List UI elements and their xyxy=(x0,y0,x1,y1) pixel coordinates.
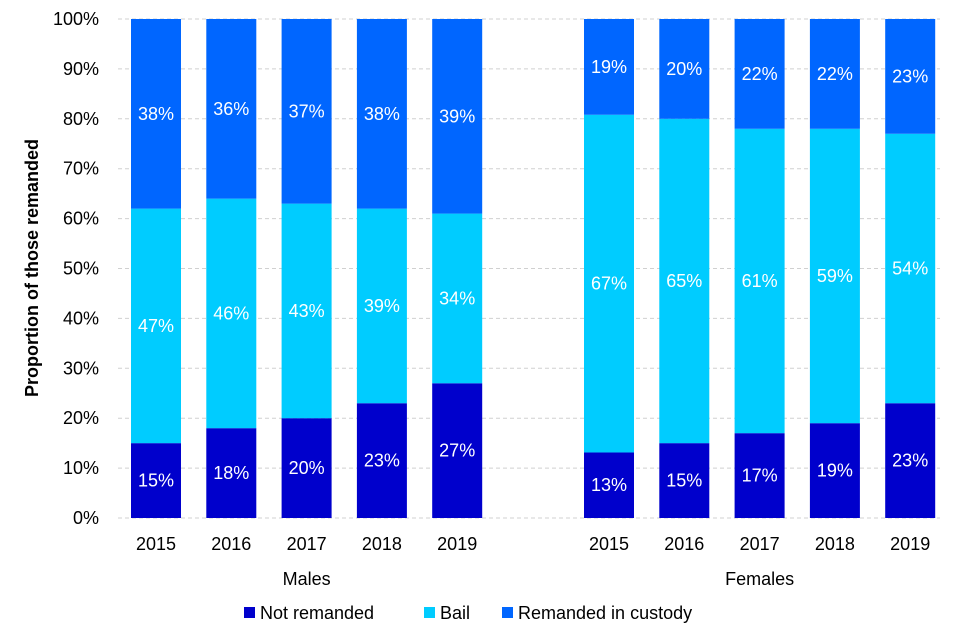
data-label: 39% xyxy=(439,106,475,126)
data-label: 38% xyxy=(138,104,174,124)
legend-swatch-remanded-in-custody xyxy=(502,607,513,618)
x-group-label: Males xyxy=(283,569,331,589)
x-axis-groups: Males Females xyxy=(283,569,795,589)
y-tick-label: 70% xyxy=(63,159,99,179)
data-label: 18% xyxy=(213,463,249,483)
bar-segment-remanded-in-custody xyxy=(584,19,634,115)
bar-segment-not-remanded xyxy=(734,433,785,518)
y-tick-label: 20% xyxy=(63,408,99,428)
data-label: 23% xyxy=(364,451,400,471)
x-category-label: 2018 xyxy=(815,534,855,554)
data-label: 19% xyxy=(817,461,853,481)
data-labels: 15% 47% 38% 18% 46% 36% 20% 43% 37% 23% 39% 38% 27% 3… xyxy=(138,57,928,495)
bar-segment-bail xyxy=(809,128,860,424)
bar-segment-remanded-in-custody xyxy=(885,19,936,134)
data-label: 47% xyxy=(138,316,174,336)
x-category-label: 2019 xyxy=(437,534,477,554)
data-label: 20% xyxy=(666,59,702,79)
data-label: 13% xyxy=(591,475,627,495)
bar-segment-not-remanded xyxy=(584,452,634,518)
data-label: 36% xyxy=(213,99,249,119)
bar-segment-not-remanded xyxy=(131,443,181,518)
data-label: 23% xyxy=(892,66,928,86)
bars xyxy=(131,19,936,518)
bar-segment-not-remanded xyxy=(206,428,257,518)
legend-label: Remanded in custody xyxy=(518,603,692,623)
y-tick-label: 90% xyxy=(63,59,99,79)
x-category-label: 2015 xyxy=(136,534,176,554)
data-label: 61% xyxy=(742,271,778,291)
bar-segment-remanded-in-custody xyxy=(131,19,181,209)
bar-segment-bail xyxy=(131,208,181,444)
x-category-label: 2016 xyxy=(211,534,251,554)
x-group-label: Females xyxy=(725,569,794,589)
bar-segment-bail xyxy=(584,114,634,453)
data-label: 37% xyxy=(289,101,325,121)
data-label: 67% xyxy=(591,274,627,294)
bar-segment-not-remanded xyxy=(809,423,860,518)
legend-label: Not remanded xyxy=(260,603,374,623)
legend-swatch-not-remanded xyxy=(244,607,255,618)
y-tick-label: 100% xyxy=(53,9,99,29)
x-category-label: 2017 xyxy=(740,534,780,554)
bar-segment-not-remanded xyxy=(885,403,936,518)
y-tick-label: 40% xyxy=(63,308,99,328)
data-label: 43% xyxy=(289,301,325,321)
data-label: 39% xyxy=(364,296,400,316)
x-category-label: 2018 xyxy=(362,534,402,554)
bar-segment-bail xyxy=(734,128,785,434)
bar-segment-remanded-in-custody xyxy=(809,19,860,129)
bar-segment-bail xyxy=(659,118,710,444)
legend-swatch-bail xyxy=(424,607,435,618)
bar-segment-remanded-in-custody xyxy=(281,19,332,204)
legend: Not remanded Bail Remanded in custody xyxy=(244,603,692,623)
data-label: 23% xyxy=(892,451,928,471)
bar-segment-remanded-in-custody xyxy=(659,19,710,119)
bar-segment-bail xyxy=(885,133,936,404)
bar-segment-bail xyxy=(356,208,407,404)
data-label: 54% xyxy=(892,259,928,279)
bar-segment-not-remanded xyxy=(432,383,483,518)
bar-segment-remanded-in-custody xyxy=(432,19,483,214)
bar-segment-not-remanded xyxy=(659,443,710,518)
bar-segment-bail xyxy=(432,213,483,384)
x-axis-categories: 2015 2016 2017 2018 2019 2015 2016 2017 2018 2019 xyxy=(136,534,930,554)
y-tick-label: 0% xyxy=(73,508,99,528)
data-label: 15% xyxy=(666,471,702,491)
y-axis-ticks: 0% 10% 20% 30% 40% 50% 60% 70% 80% 90% 100% xyxy=(53,9,99,528)
data-label: 20% xyxy=(289,458,325,478)
x-category-label: 2017 xyxy=(287,534,327,554)
bar-segment-not-remanded xyxy=(281,418,332,518)
x-category-label: 2015 xyxy=(589,534,629,554)
data-label: 17% xyxy=(742,466,778,486)
bar-segment-remanded-in-custody xyxy=(206,19,257,199)
data-label: 59% xyxy=(817,266,853,286)
data-label: 65% xyxy=(666,271,702,291)
legend-label: Bail xyxy=(440,603,470,623)
data-label: 34% xyxy=(439,288,475,308)
x-category-label: 2016 xyxy=(664,534,704,554)
x-category-label: 2019 xyxy=(890,534,930,554)
y-tick-label: 60% xyxy=(63,209,99,229)
y-axis-title: Proportion of those remanded xyxy=(22,139,42,397)
bar-segment-not-remanded xyxy=(356,403,407,518)
bar-segment-remanded-in-custody xyxy=(356,19,407,209)
data-label: 22% xyxy=(817,64,853,84)
data-label: 19% xyxy=(591,57,627,77)
y-tick-label: 10% xyxy=(63,458,99,478)
bar-segment-remanded-in-custody xyxy=(734,19,785,129)
y-tick-label: 50% xyxy=(63,259,99,279)
bar-segment-bail xyxy=(281,203,332,419)
data-label: 22% xyxy=(742,64,778,84)
y-tick-label: 80% xyxy=(63,109,99,129)
data-label: 46% xyxy=(213,303,249,323)
data-label: 15% xyxy=(138,471,174,491)
y-tick-label: 30% xyxy=(63,358,99,378)
data-label: 27% xyxy=(439,441,475,461)
data-label: 38% xyxy=(364,104,400,124)
bar-segment-bail xyxy=(206,198,257,429)
